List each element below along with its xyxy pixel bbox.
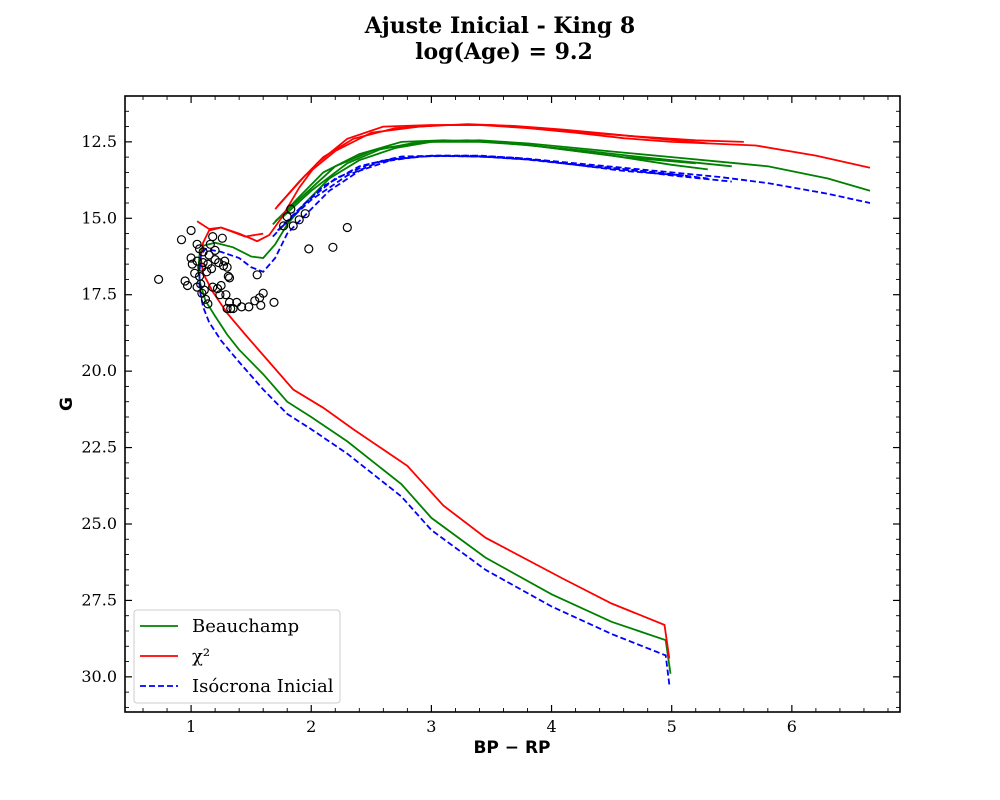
data-point-17 [198, 258, 208, 268]
series-line-chi2-3 [276, 123, 708, 207]
data-point-6 [187, 259, 197, 269]
series-layer [196, 123, 871, 685]
y-tick-label: 15.0 [81, 208, 117, 227]
x-tick-label: 4 [546, 717, 556, 736]
data-point-38 [222, 262, 232, 272]
data-point-27 [208, 282, 218, 292]
series-line-isocrona-inicial-2 [276, 154, 708, 232]
plot-frame [124, 95, 901, 713]
series-line-chi2-1 [196, 220, 264, 238]
data-point-57 [288, 221, 298, 231]
y-tick-label: 12.5 [81, 132, 117, 151]
data-point-58 [294, 215, 304, 225]
scatter-layer [154, 204, 352, 314]
y-tick-label: 27.5 [81, 590, 117, 609]
data-point-26 [208, 232, 218, 242]
legend-box [133, 609, 341, 704]
data-point-40 [223, 271, 233, 281]
series-line-chi2-0 [199, 124, 871, 659]
data-point-25 [206, 264, 217, 274]
x-axis-label: BP − RP [473, 738, 550, 758]
data-point-34 [217, 233, 227, 243]
data-point-43 [226, 303, 236, 314]
legend-label-isocrona-inicial: Isócrona Inicial [192, 676, 334, 697]
data-point-22 [203, 299, 213, 309]
y-tick-label: 20.0 [81, 361, 117, 380]
data-point-60 [304, 244, 314, 254]
y-tick-label: 25.0 [81, 514, 117, 533]
data-point-2 [180, 276, 190, 286]
series-line-chi2-2 [274, 124, 744, 210]
x-tick-label: 1 [186, 717, 196, 736]
x-tick-label: 3 [426, 717, 436, 736]
data-point-53 [269, 297, 279, 307]
legend: Beauchamp χ² Isócrona Inicial [133, 609, 341, 704]
data-point-39 [222, 303, 232, 314]
data-point-32 [215, 290, 225, 300]
data-point-7 [190, 268, 200, 278]
data-point-31 [214, 258, 224, 268]
tick-layer: 1 2 3 4 5 6 12.5 15.0 17.5 20.0 22.5 25.0 27.5 30.0 [81, 95, 900, 736]
chart-title: Ajuste Inicial - King 8 [364, 13, 636, 39]
legend-label-beauchamp: Beauchamp [192, 616, 299, 637]
series-line-beauchamp-1 [272, 139, 732, 226]
data-point-48 [250, 296, 260, 306]
chart-subtitle: log(Age) = 9.2 [415, 39, 593, 65]
series-line-beauchamp-0 [197, 139, 871, 674]
x-tick-label: 2 [306, 717, 316, 736]
data-point-36 [220, 256, 230, 266]
data-point-55 [282, 212, 292, 222]
data-point-52 [258, 288, 268, 298]
data-point-49 [252, 270, 262, 280]
y-tick-label: 17.5 [81, 285, 117, 304]
data-point-61 [328, 242, 338, 252]
data-point-8 [192, 239, 202, 249]
data-point-37 [221, 290, 231, 300]
data-point-0 [154, 274, 164, 284]
data-point-46 [237, 302, 247, 312]
data-point-47 [244, 302, 254, 312]
data-point-4 [186, 225, 196, 236]
data-point-33 [216, 280, 226, 291]
data-point-19 [200, 294, 211, 304]
x-tick-label: 6 [787, 717, 797, 736]
y-tick-label: 22.5 [81, 438, 117, 457]
data-point-62 [342, 222, 352, 233]
data-point-59 [300, 209, 310, 219]
data-point-42 [224, 273, 235, 283]
data-point-28 [210, 245, 220, 255]
y-axis-label: G [57, 397, 77, 411]
data-point-51 [256, 300, 266, 310]
y-tick-label: 30.0 [81, 667, 117, 686]
data-point-1 [176, 235, 187, 245]
data-point-54 [279, 221, 289, 231]
data-point-9 [192, 256, 202, 266]
legend-label-chi2: χ² [192, 646, 210, 667]
x-tick-label: 5 [667, 717, 677, 736]
data-point-3 [182, 280, 193, 291]
data-point-18 [199, 285, 209, 295]
data-point-56 [286, 204, 296, 214]
series-line-isocrona-inicial-0 [198, 154, 871, 685]
series-line-beauchamp-3 [280, 141, 696, 219]
data-point-23 [204, 250, 214, 260]
